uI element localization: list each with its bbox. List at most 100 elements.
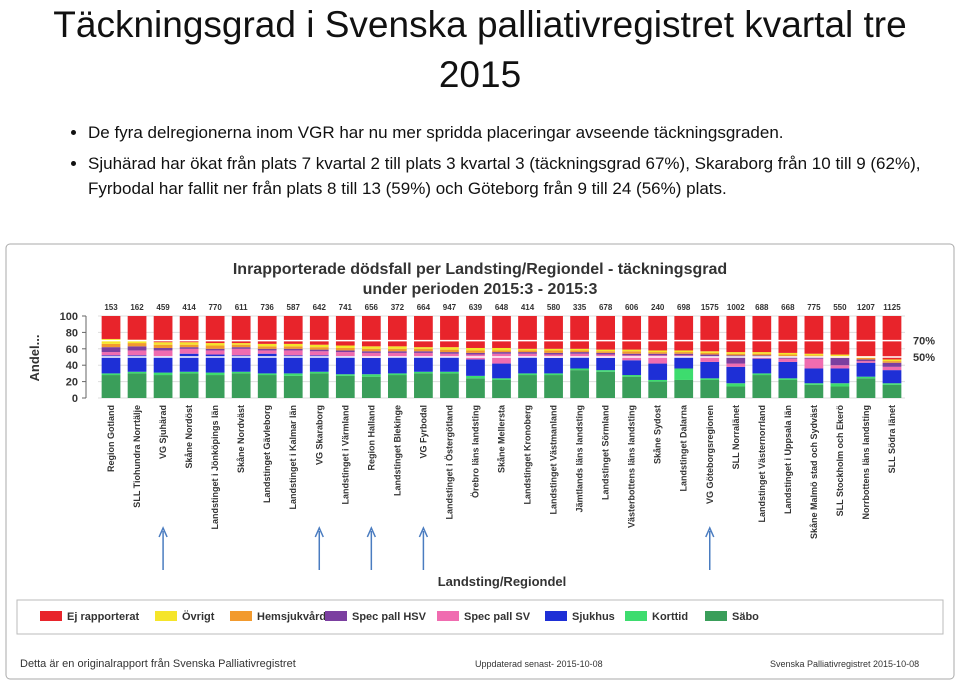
bar-segment	[648, 355, 668, 364]
total-label: 668	[781, 303, 795, 312]
bar-segment	[804, 355, 824, 357]
bar-segment	[205, 350, 225, 355]
bar-segment	[179, 373, 199, 398]
bar-segment	[361, 316, 381, 347]
bar-segment	[153, 356, 173, 373]
x-tick-label: Landstinget i Östergötland	[444, 405, 454, 520]
bar-segment	[726, 353, 746, 356]
bar-segment	[830, 383, 850, 387]
bar-segment	[414, 371, 433, 374]
bar-segment	[101, 352, 121, 356]
total-label: 642	[313, 303, 327, 312]
bar-segment	[726, 352, 746, 354]
bar-segment	[492, 350, 511, 353]
bar-segment	[674, 353, 694, 356]
bar-segment	[466, 359, 485, 376]
x-tick-label: Landstinget Dalarna	[679, 404, 689, 492]
bar-segment	[440, 347, 459, 350]
x-tick-label: Landstinget Västernorrland	[757, 405, 767, 523]
bar-segment	[778, 316, 798, 353]
bar-segment	[361, 357, 381, 375]
bar-segment	[622, 316, 642, 350]
total-label: 1125	[883, 303, 901, 312]
bar-segment	[674, 316, 694, 351]
legend-swatch	[230, 611, 252, 621]
bar-segment	[596, 349, 616, 352]
x-tick-label: Landstinget Kronoberg	[523, 405, 533, 505]
bar-segment	[153, 375, 173, 398]
bar-segment	[674, 350, 694, 353]
bar-segment	[283, 348, 303, 351]
bar-segment	[804, 384, 824, 398]
total-label: 698	[677, 303, 691, 312]
bar-segment	[101, 347, 121, 353]
y-tick-label: 40	[66, 360, 78, 372]
bar-segment	[101, 343, 121, 348]
legend-label: Korttid	[652, 611, 688, 623]
bar-segment	[830, 354, 850, 357]
arrow-head	[705, 526, 715, 538]
x-tick-label: Skåne Mellersta	[497, 404, 507, 473]
bar-segment	[466, 316, 485, 348]
legend-label: Övrigt	[182, 610, 215, 623]
bar-segment	[179, 348, 199, 354]
bar-segment	[257, 353, 277, 374]
bar-segment	[544, 316, 563, 349]
bar-segment	[231, 373, 251, 398]
bar-segment	[257, 346, 277, 349]
x-tick-label: Landstinget i Värmland	[340, 405, 350, 505]
bar-segment	[387, 373, 407, 376]
total-label: 648	[495, 303, 509, 312]
bar-segment	[700, 352, 720, 355]
legend-label: Sjukhus	[572, 611, 615, 623]
bar-segment	[492, 316, 511, 348]
bar-segment	[830, 365, 850, 369]
bar-segment	[335, 352, 355, 357]
bar-segment	[570, 357, 589, 369]
bar-segment	[231, 316, 251, 344]
bar-segment	[700, 379, 720, 398]
bar-segment	[179, 344, 199, 348]
bar-segment	[752, 373, 772, 376]
total-label: 335	[573, 303, 587, 312]
bar-segment	[752, 353, 772, 356]
bar-segment	[830, 316, 850, 355]
bar-segment	[570, 348, 589, 351]
total-label: 414	[182, 303, 196, 312]
bar-segment	[492, 378, 511, 380]
bar-segment	[257, 316, 277, 344]
bar-segment	[648, 381, 668, 398]
bar-segment	[752, 355, 772, 357]
legend-label: Spec pall SV	[464, 611, 531, 623]
x-tick-label: Region Gotland	[106, 405, 116, 472]
bar-segment	[127, 371, 147, 374]
bar-segment	[882, 361, 902, 363]
footer: Uppdaterad senast- 2015-10-08	[475, 659, 603, 669]
bar-segment	[596, 370, 616, 372]
bar-segment	[726, 363, 746, 367]
bar-segment	[674, 379, 694, 398]
bar-segment	[752, 358, 772, 374]
bar-segment	[752, 352, 772, 354]
bar-segment	[231, 347, 251, 349]
bar-segment	[492, 363, 511, 379]
bar-segment	[414, 373, 433, 398]
bar-segment	[518, 357, 537, 374]
bar-segment	[361, 348, 381, 352]
bar-segment	[700, 351, 720, 353]
bar-segment	[101, 316, 121, 339]
bar-segment	[518, 353, 537, 357]
y-tick-label: 20	[66, 377, 78, 389]
bar-segment	[804, 316, 824, 354]
bar-segment	[387, 375, 407, 398]
x-tick-label: SLL Stockholm och Ekerö	[835, 404, 845, 516]
bar-segment	[335, 356, 355, 375]
bar-segment	[414, 316, 433, 348]
bar-segment	[544, 375, 563, 398]
bar-segment	[283, 350, 303, 356]
x-tick-label: Örebro läns landsting	[470, 405, 480, 498]
bar-segment	[466, 347, 485, 351]
bar-segment	[387, 348, 407, 352]
x-tick-label: Skåne Malmö stad och Sydväst	[809, 405, 819, 539]
